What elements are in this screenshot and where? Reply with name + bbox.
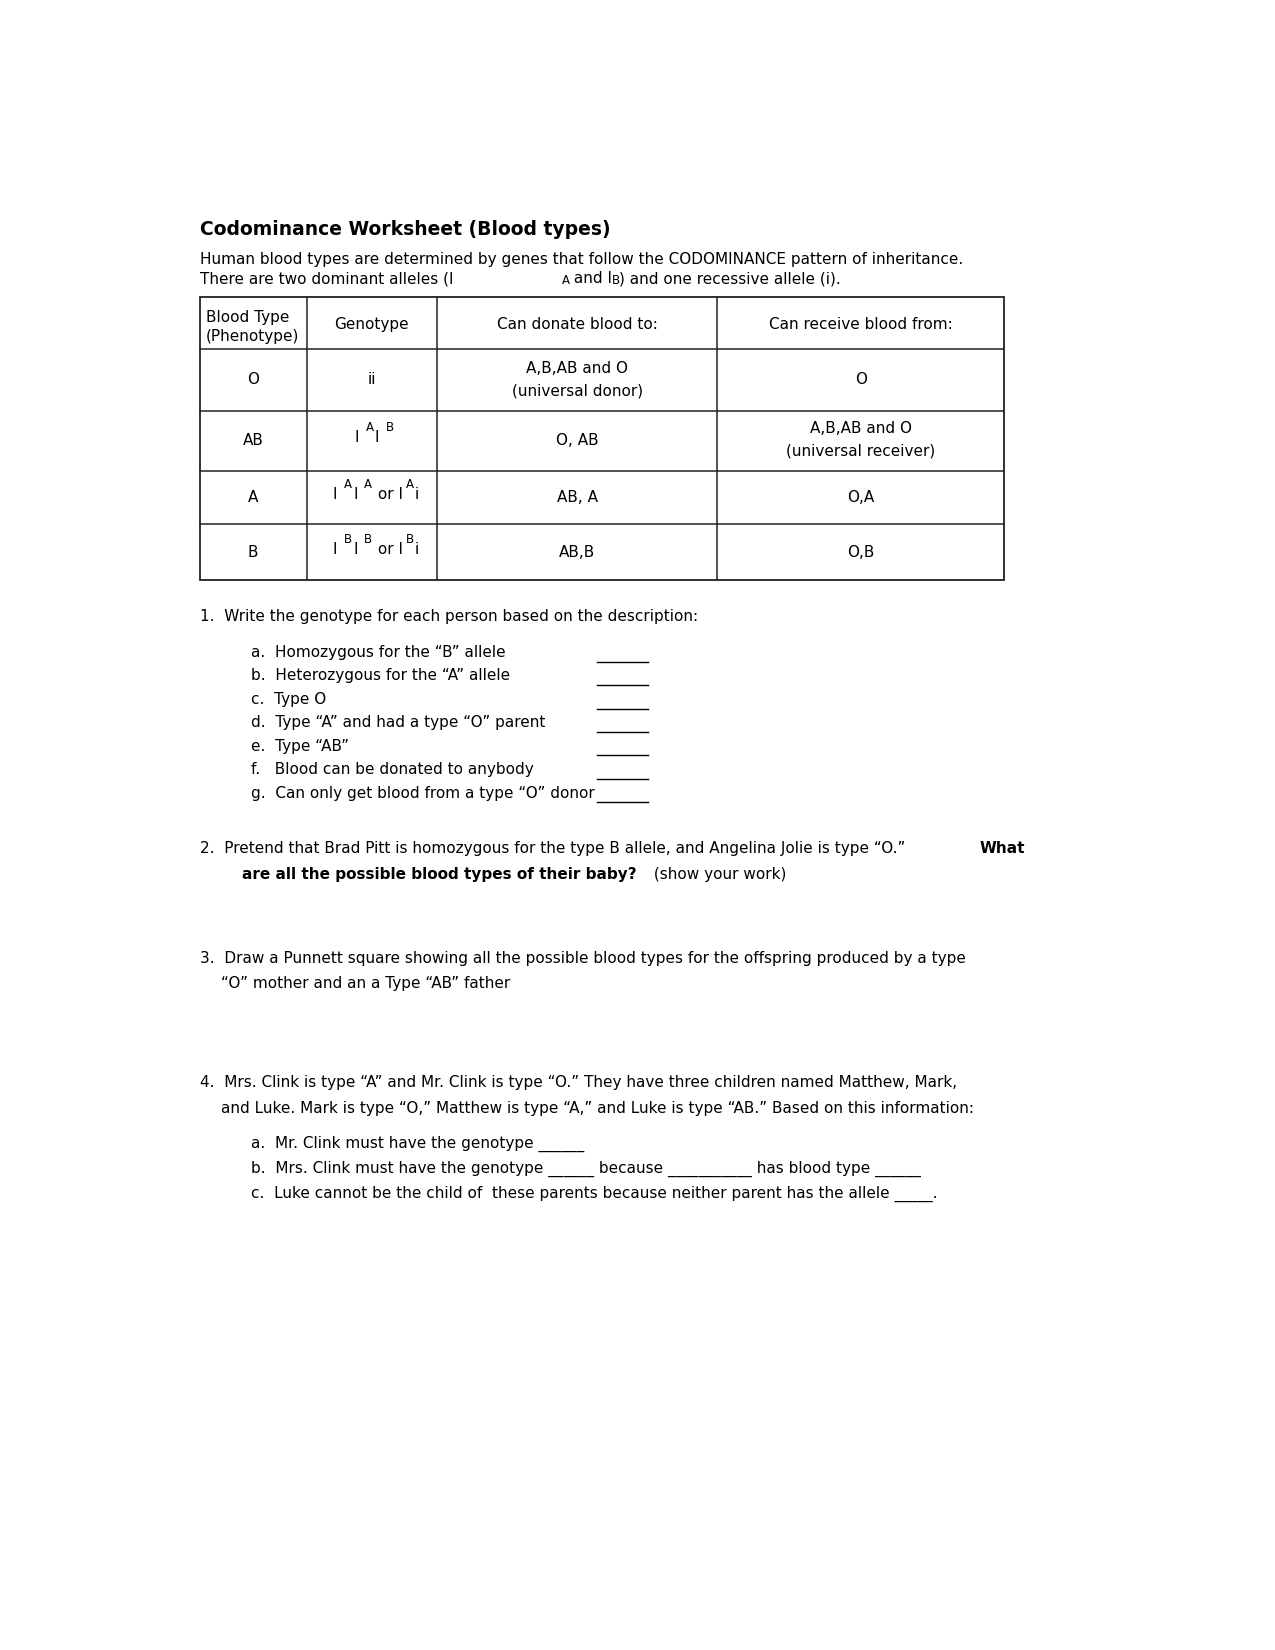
Text: and I: and I [569, 271, 612, 285]
Text: a.  Homozygous for the “B” allele: a. Homozygous for the “B” allele [251, 645, 505, 660]
Text: I: I [333, 541, 338, 556]
Text: A,B,AB and O: A,B,AB and O [810, 421, 912, 437]
Text: O: O [854, 373, 867, 388]
Text: B: B [405, 533, 414, 546]
Text: 4.  Mrs. Clink is type “A” and Mr. Clink is type “O.” They have three children n: 4. Mrs. Clink is type “A” and Mr. Clink … [200, 1076, 956, 1091]
Text: O,A: O,A [847, 490, 875, 505]
Text: are all the possible blood types of their baby?: are all the possible blood types of thei… [222, 866, 638, 881]
Text: i: i [416, 487, 419, 502]
Text: 3.  Draw a Punnett square showing all the possible blood types for the offspring: 3. Draw a Punnett square showing all the… [200, 950, 965, 965]
Text: There are two dominant alleles (I: There are two dominant alleles (I [200, 271, 453, 285]
Text: O,B: O,B [847, 544, 875, 559]
Text: I: I [353, 487, 357, 502]
Text: I: I [354, 431, 360, 446]
Text: b.  Heterozygous for the “A” allele: b. Heterozygous for the “A” allele [251, 668, 510, 683]
Text: e.  Type “AB”: e. Type “AB” [251, 739, 349, 754]
Text: AB, A: AB, A [557, 490, 598, 505]
Text: AB: AB [242, 432, 264, 449]
Text: (universal donor): (universal donor) [511, 383, 643, 398]
Text: ii: ii [367, 373, 376, 388]
Text: AB,B: AB,B [558, 544, 595, 559]
Text: A: A [366, 421, 374, 434]
Text: O, AB: O, AB [556, 432, 598, 449]
Text: 2.  Pretend that Brad Pitt is homozygous for the type B allele, and Angelina Jol: 2. Pretend that Brad Pitt is homozygous … [200, 842, 910, 856]
Text: d.  Type “A” and had a type “O” parent: d. Type “A” and had a type “O” parent [251, 714, 546, 729]
Text: B: B [612, 274, 620, 287]
Text: What: What [979, 842, 1025, 856]
Text: 1.  Write the genotype for each person based on the description:: 1. Write the genotype for each person ba… [200, 609, 697, 624]
Text: and Luke. Mark is type “O,” Matthew is type “A,” and Luke is type “AB.” Based on: and Luke. Mark is type “O,” Matthew is t… [222, 1101, 974, 1115]
Text: or I: or I [374, 487, 403, 502]
Text: Can donate blood to:: Can donate blood to: [497, 317, 658, 332]
Text: A: A [363, 478, 372, 492]
Text: ) and one recessive allele (i).: ) and one recessive allele (i). [618, 271, 840, 285]
Text: or I: or I [374, 541, 403, 556]
Text: B: B [363, 533, 372, 546]
Text: Can receive blood from:: Can receive blood from: [769, 317, 952, 332]
Text: I: I [375, 431, 380, 446]
Text: I: I [353, 541, 357, 556]
Text: b.  Mrs. Clink must have the genotype ______ because ___________ has blood type : b. Mrs. Clink must have the genotype ___… [251, 1162, 921, 1176]
Text: i: i [416, 541, 419, 556]
Text: B: B [344, 533, 352, 546]
Text: Genotype: Genotype [334, 317, 409, 332]
Text: f.   Blood can be donated to anybody: f. Blood can be donated to anybody [251, 762, 533, 777]
Text: A: A [405, 478, 414, 492]
Text: Codominance Worksheet (Blood types): Codominance Worksheet (Blood types) [200, 219, 611, 239]
Text: O: O [247, 373, 259, 388]
Text: g.  Can only get blood from a type “O” donor: g. Can only get blood from a type “O” do… [251, 785, 594, 800]
Text: A: A [562, 274, 570, 287]
Text: B: B [247, 544, 259, 559]
Text: B: B [385, 421, 394, 434]
Text: c.  Type O: c. Type O [251, 691, 326, 706]
Text: c.  Luke cannot be the child of  these parents because neither parent has the al: c. Luke cannot be the child of these par… [251, 1186, 937, 1203]
Text: Blood Type: Blood Type [205, 310, 289, 325]
Text: A: A [344, 478, 352, 492]
Text: A,B,AB and O: A,B,AB and O [527, 361, 629, 376]
Text: A: A [247, 490, 259, 505]
Text: (Phenotype): (Phenotype) [205, 328, 300, 343]
Bar [200, 297, 1005, 579]
Text: a.  Mr. Clink must have the genotype ______: a. Mr. Clink must have the genotype ____… [251, 1135, 584, 1152]
Text: Human blood types are determined by genes that follow the CODOMINANCE pattern of: Human blood types are determined by gene… [200, 252, 963, 267]
Text: I: I [333, 487, 338, 502]
Text: (show your work): (show your work) [649, 866, 787, 881]
Text: “O” mother and an a Type “AB” father: “O” mother and an a Type “AB” father [222, 977, 510, 992]
Text: (universal receiver): (universal receiver) [787, 444, 936, 459]
